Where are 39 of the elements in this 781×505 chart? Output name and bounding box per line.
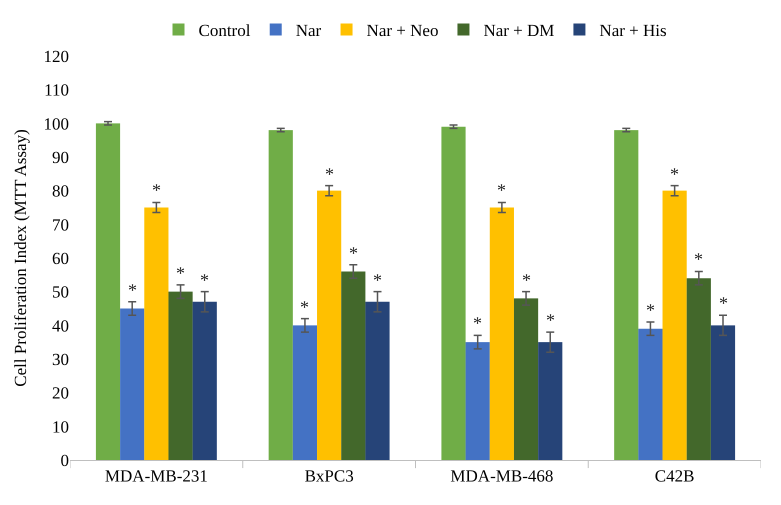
y-tick-label: 30	[52, 350, 69, 369]
y-tick-label: 90	[52, 148, 69, 167]
data-label: *	[152, 180, 161, 200]
data-label: *	[719, 293, 728, 313]
data-label: *	[646, 300, 655, 320]
y-tick-label: 80	[52, 182, 69, 201]
data-label: *	[473, 313, 482, 333]
y-tick-label: 40	[52, 316, 69, 336]
data-label: *	[176, 263, 185, 283]
y-tick-label: 0	[60, 450, 69, 470]
x-tick-label: C42B	[654, 466, 694, 486]
legend-label: Nar + DM	[483, 21, 554, 40]
legend-label: Control	[198, 21, 251, 40]
legend-label: Nar + His	[599, 21, 667, 40]
data-label: *	[349, 243, 358, 263]
data-label: *	[325, 164, 334, 184]
x-tick-label: BxPC3	[304, 466, 354, 486]
data-label: *	[200, 270, 209, 290]
data-label: *	[670, 164, 679, 184]
x-tick-label: MDA-MB-468	[450, 466, 554, 486]
y-tick-label: 120	[44, 46, 69, 66]
legend-label: Nar	[296, 21, 322, 40]
y-tick-label: 60	[52, 248, 69, 268]
y-tick-label: 50	[52, 282, 69, 302]
y-tick-label: 20	[52, 384, 69, 403]
data-label: *	[373, 270, 382, 290]
data-label: *	[128, 280, 137, 300]
data-label: *	[546, 310, 555, 330]
legend-label: Nar + Neo	[366, 21, 438, 40]
data-label: *	[694, 249, 703, 269]
y-axis-title: Cell Proliferation Index (MTT Assay)	[11, 129, 30, 387]
y-tick-label: 70	[52, 215, 69, 234]
y-tick-label: 110	[44, 80, 69, 100]
data-label: *	[522, 270, 531, 290]
x-tick-label: MDA-MB-231	[104, 466, 208, 486]
y-tick-label: 100	[44, 114, 69, 134]
data-label: *	[497, 180, 506, 200]
y-tick-label: 10	[52, 417, 69, 436]
data-label: *	[300, 297, 309, 317]
